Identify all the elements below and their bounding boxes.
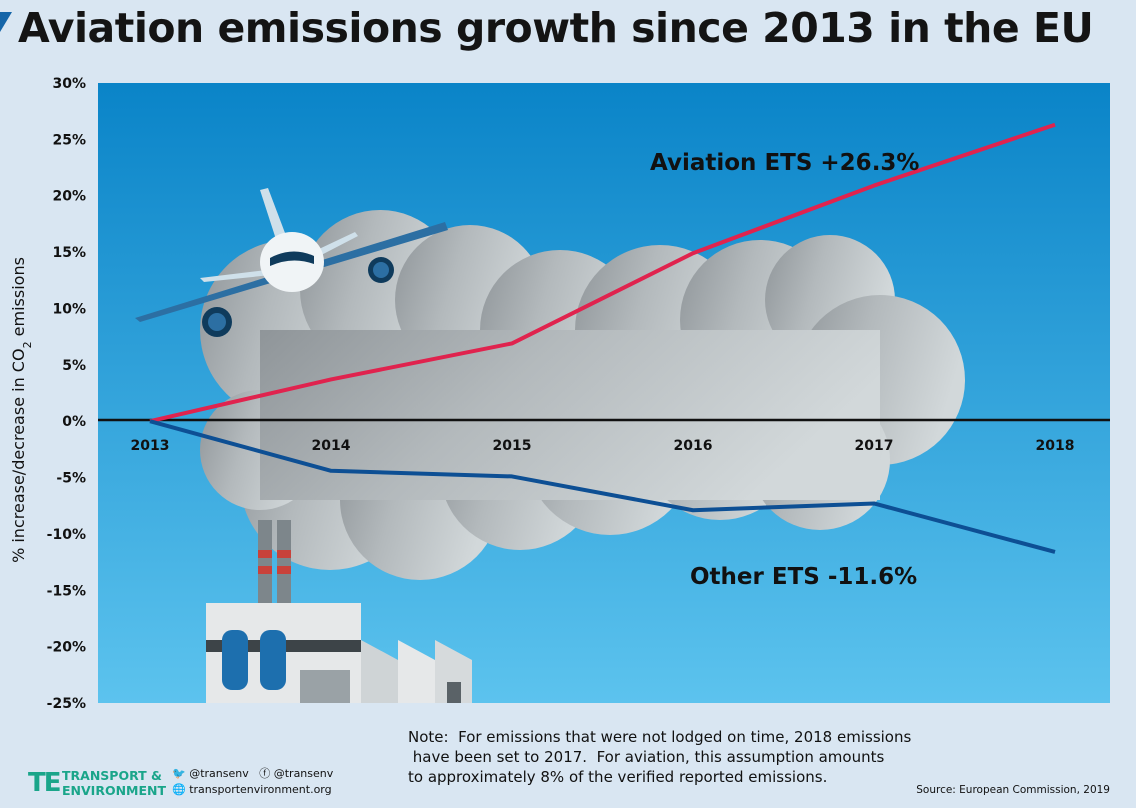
y-tick-label: -20% <box>47 640 86 656</box>
airplane-illustration <box>135 188 448 337</box>
y-tick-label: -5% <box>56 471 86 487</box>
y-tick-label: -25% <box>47 696 86 712</box>
globe-icon: 🌐 <box>172 783 186 796</box>
factory-illustration <box>206 520 472 703</box>
series-line-aviation <box>149 122 1056 424</box>
x-tick-label: 2015 <box>493 438 532 454</box>
brand-name: TRANSPORT & ENVIRONMENT <box>62 768 167 798</box>
series-label-other: Other ETS -11.6% <box>690 564 917 590</box>
y-tick-label: 30% <box>52 76 86 92</box>
x-tick-label: 2017 <box>855 438 894 454</box>
twitter-icon: 🐦 <box>172 767 186 780</box>
x-tick-label: 2018 <box>1036 438 1075 454</box>
social-links: 🐦 @transenv ⓕ @transenv 🌐 transportenvir… <box>172 766 333 798</box>
y-tick-label: 10% <box>52 301 86 317</box>
y-axis-label: % increase/decrease in CO2 emissions <box>9 257 34 563</box>
chart-title: Aviation emissions growth since 2013 in … <box>18 4 1094 52</box>
title-accent <box>0 12 12 32</box>
facebook-handle[interactable]: @transenv <box>273 767 334 780</box>
y-tick-label: 25% <box>52 132 86 148</box>
x-tick-label: 2014 <box>312 438 351 454</box>
series-label-aviation: Aviation ETS +26.3% <box>650 150 919 176</box>
y-tick-label: -15% <box>47 583 86 599</box>
y-tick-label: 20% <box>52 189 86 205</box>
x-tick-label: 2013 <box>131 438 170 454</box>
y-tick-label: -10% <box>47 527 86 543</box>
y-tick-label: 0% <box>62 414 86 430</box>
brand-logo: TE <box>28 768 61 798</box>
website-link[interactable]: transportenvironment.org <box>189 783 332 796</box>
y-tick-label: 5% <box>62 358 86 374</box>
cloud-illustration <box>200 210 965 580</box>
x-tick-label: 2016 <box>674 438 713 454</box>
source-credit: Source: European Commission, 2019 <box>916 784 1110 796</box>
footnote: Note: For emissions that were not lodged… <box>408 728 912 786</box>
facebook-icon: ⓕ <box>259 767 271 780</box>
y-tick-label: 15% <box>52 245 86 261</box>
series-line-other <box>149 419 1056 554</box>
twitter-handle[interactable]: @transenv <box>189 767 249 780</box>
